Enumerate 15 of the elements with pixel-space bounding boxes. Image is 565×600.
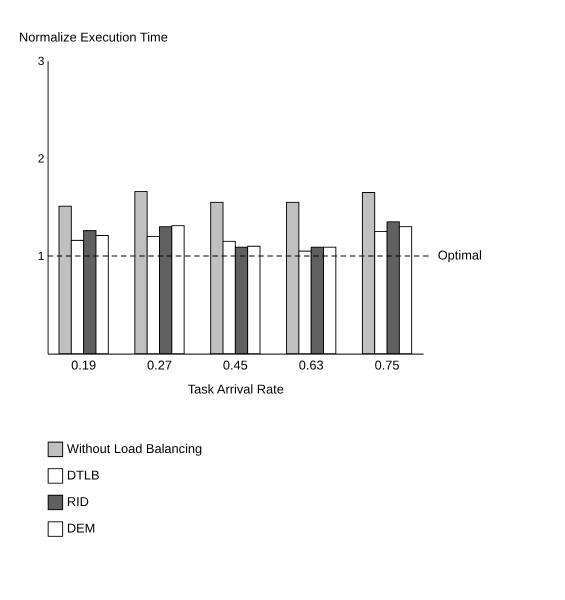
y-tick-label: 1 bbox=[38, 249, 45, 264]
y-tick-label: 2 bbox=[38, 151, 45, 166]
y-tick-label: 3 bbox=[38, 54, 45, 68]
x-axis-title: Task Arrival Rate bbox=[188, 382, 284, 397]
legend-label: RID bbox=[66, 494, 89, 510]
legend-label: Without Load Balancing bbox=[66, 441, 202, 456]
x-tick-label: 0.63 bbox=[298, 358, 324, 373]
x-tick-label: 0.19 bbox=[71, 358, 96, 373]
ref-line-label: Optimal bbox=[438, 248, 482, 263]
x-tick-label: 0.75 bbox=[374, 358, 400, 373]
legend-label: DTLB bbox=[66, 468, 100, 483]
legend-label: DEM bbox=[66, 520, 96, 536]
x-tick-label: 0.27 bbox=[147, 358, 172, 373]
y-axis-title: Normalize Execution Time bbox=[19, 29, 168, 44]
x-tick-label: 0.45 bbox=[222, 358, 248, 373]
